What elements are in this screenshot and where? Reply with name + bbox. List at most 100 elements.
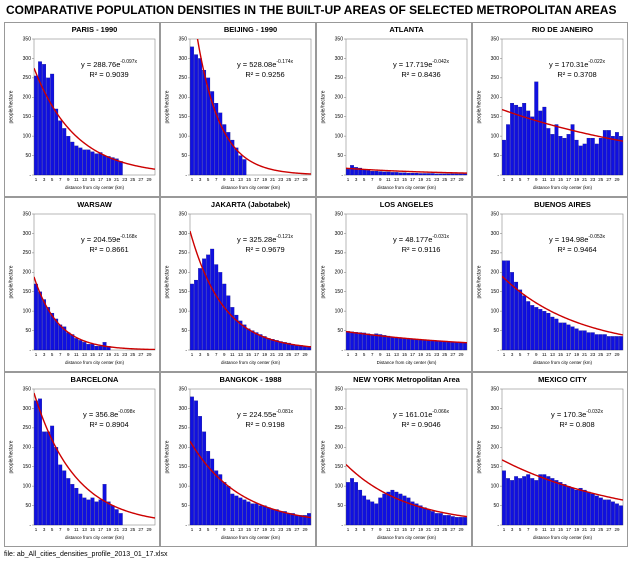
- equation: y = 204.59e-0.168x: [81, 234, 138, 244]
- bar: [410, 172, 415, 176]
- bar: [206, 77, 211, 176]
- bar: [66, 136, 71, 176]
- x-tick-label: 19: [106, 527, 112, 532]
- x-tick-label: 9: [535, 527, 538, 532]
- x-tick-label: 19: [262, 177, 268, 182]
- bar: [578, 487, 583, 526]
- plot-area: [33, 213, 156, 351]
- x-tick-label: 3: [355, 352, 358, 357]
- bar: [102, 155, 107, 176]
- bar: [62, 470, 67, 526]
- bar: [406, 338, 411, 351]
- x-tick-label: 19: [418, 352, 424, 357]
- chart-title: MEXICO CITY: [538, 375, 587, 384]
- y-tick-label: 250: [179, 250, 188, 256]
- panel: BUENOS AIRES - 50 100 150 200 250 300 350 people/…: [472, 197, 628, 372]
- bar: [434, 513, 439, 526]
- x-tick-label: 29: [614, 177, 620, 182]
- y-tick-label: 150: [335, 289, 344, 295]
- chart-title: WARSAW: [77, 200, 113, 209]
- equation: y = 170.31e-0.022x: [549, 59, 606, 69]
- bar: [598, 334, 603, 351]
- y-tick-label: 50: [493, 153, 499, 159]
- bar: [190, 396, 194, 526]
- bar: [82, 497, 87, 526]
- bar: [463, 342, 467, 351]
- bar: [202, 258, 207, 351]
- y-tick-label: 200: [179, 270, 188, 276]
- bar: [426, 509, 431, 526]
- bar: [518, 106, 523, 176]
- bar: [350, 478, 354, 526]
- x-tick-label: 5: [51, 527, 54, 532]
- bar: [194, 54, 198, 176]
- bar: [290, 513, 295, 526]
- plot-area: [189, 388, 312, 526]
- bar: [530, 116, 535, 176]
- equation-exponent: -0.032x: [586, 409, 603, 415]
- x-tick-label: 17: [566, 352, 572, 357]
- bar: [307, 513, 311, 526]
- bar: [459, 517, 463, 526]
- trend-line: [34, 67, 155, 170]
- x-tick-label: 13: [238, 352, 244, 357]
- x-tick-label: 19: [262, 527, 268, 532]
- bar: [194, 400, 198, 526]
- bar: [118, 513, 123, 526]
- bar: [50, 312, 55, 351]
- bar: [54, 108, 59, 176]
- x-tick-label: 5: [207, 527, 210, 532]
- x-tick-label: 1: [35, 527, 38, 532]
- y-tick-label: -: [29, 522, 31, 528]
- equation-exponent: -0.097x: [120, 59, 137, 65]
- bar: [610, 336, 615, 351]
- x-tick-label: 27: [294, 352, 300, 357]
- bar: [550, 316, 555, 351]
- bar: [586, 491, 591, 526]
- y-tick-label: 100: [179, 483, 188, 489]
- x-tick-label: 7: [215, 527, 218, 532]
- bar: [410, 338, 415, 351]
- bar: [210, 248, 215, 351]
- y-axis-label: people/hectare: [8, 440, 14, 473]
- bar: [386, 335, 391, 351]
- trend-line: [502, 459, 623, 501]
- x-tick-label: 5: [519, 352, 522, 357]
- plot-area: [189, 38, 312, 176]
- y-tick-label: 100: [23, 308, 32, 314]
- bar: [558, 482, 563, 526]
- y-tick-label: 50: [181, 328, 187, 334]
- bar: [226, 295, 231, 351]
- panel: PARIS - 1990 - 50 100 150 200 250 300 350 people/…: [4, 22, 160, 197]
- x-tick-label: 19: [574, 177, 580, 182]
- r-squared: R² = 0.8904: [89, 420, 128, 429]
- bar: [198, 268, 202, 351]
- panel: BARCELONA - 50 100 150 200 250 300 350 people/hec…: [4, 372, 160, 547]
- x-tick-label: 7: [527, 527, 530, 532]
- bar: [434, 173, 439, 176]
- y-axis-label: people/hectare: [8, 90, 14, 123]
- x-tick-label: 7: [527, 352, 530, 357]
- bar: [446, 515, 451, 526]
- y-tick-label: 50: [337, 328, 343, 334]
- bar: [282, 342, 287, 351]
- x-tick-label: 3: [199, 177, 202, 182]
- x-tick-label: 21: [582, 352, 588, 357]
- equation-exponent: -0.053x: [588, 234, 605, 240]
- y-tick-label: 300: [23, 231, 32, 237]
- x-tick-label: 3: [43, 527, 46, 532]
- y-tick-label: 150: [491, 114, 500, 120]
- bar: [442, 173, 447, 176]
- bar: [538, 110, 543, 176]
- x-tick-label: 15: [402, 352, 408, 357]
- y-tick-label: 100: [491, 133, 500, 139]
- y-tick-label: 300: [179, 406, 188, 412]
- x-tick-label: 25: [598, 352, 604, 357]
- equation: y = 288.76e-0.097x: [81, 59, 138, 69]
- bar: [362, 495, 367, 526]
- x-tick-label: 23: [434, 177, 440, 182]
- y-tick-label: 300: [23, 56, 32, 62]
- equation: y = 325.28e-0.121x: [237, 234, 294, 244]
- x-tick-label: 27: [606, 352, 612, 357]
- x-tick-label: 23: [434, 527, 440, 532]
